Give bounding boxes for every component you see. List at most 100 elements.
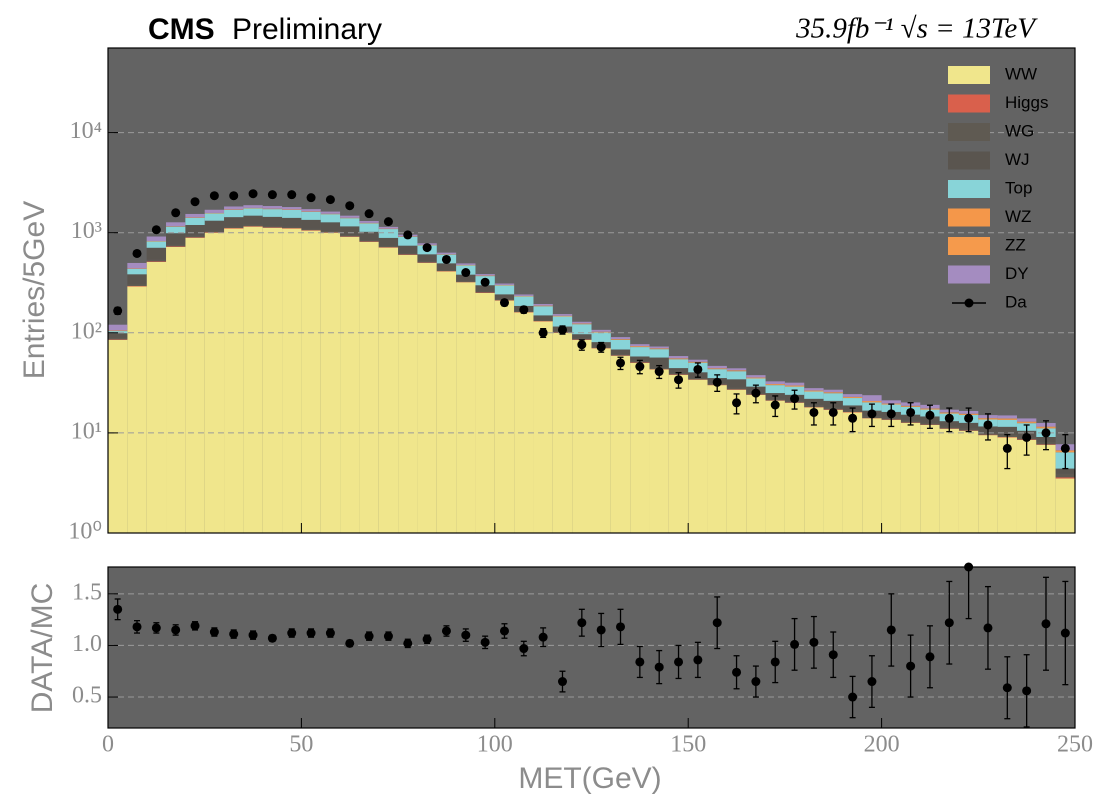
data-point xyxy=(654,367,664,377)
hist-segment xyxy=(1055,477,1075,479)
hist-segment xyxy=(668,358,689,360)
ratio-point xyxy=(751,677,761,687)
hist-segment xyxy=(204,209,225,213)
data-point xyxy=(635,362,645,372)
x-tick-label: 200 xyxy=(864,732,900,758)
ratio-point xyxy=(616,622,626,632)
status-label: Preliminary xyxy=(232,13,382,46)
legend-swatch xyxy=(948,151,990,170)
ratio-point xyxy=(364,631,374,641)
hist-segment xyxy=(746,377,766,379)
hist-segment xyxy=(224,228,244,533)
legend-swatch xyxy=(948,265,990,284)
hist-segment xyxy=(591,331,611,333)
hist-segment xyxy=(282,228,302,229)
hist-segment xyxy=(262,206,283,209)
data-point xyxy=(209,191,219,201)
hist-segment xyxy=(108,337,128,340)
hist-segment xyxy=(108,339,128,533)
hist-segment xyxy=(185,237,205,238)
hist-segment xyxy=(804,391,824,399)
data-point xyxy=(616,358,626,368)
x-tick-label: 0 xyxy=(102,732,114,758)
ratio-point xyxy=(248,630,258,640)
ratio-point xyxy=(577,618,587,628)
data-point xyxy=(983,420,993,430)
hist-segment xyxy=(166,222,186,227)
hist-segment xyxy=(533,321,553,533)
data-point xyxy=(364,209,374,219)
ratio-point xyxy=(770,657,780,667)
hist-segment xyxy=(185,224,205,236)
hist-segment xyxy=(301,230,321,533)
hist-segment xyxy=(707,365,727,369)
ratio-point xyxy=(906,661,916,671)
data-point xyxy=(519,305,529,315)
hist-segment xyxy=(456,274,476,281)
hist-segment xyxy=(204,213,225,221)
hist-segment xyxy=(842,397,863,399)
ratio-point xyxy=(635,657,645,667)
hist-segment xyxy=(688,359,708,362)
data-point xyxy=(287,190,297,200)
legend: WW Higgs WG WJ Top WZ ZZ DY Da xyxy=(948,64,1048,311)
y-tick-label: 0.5 xyxy=(72,683,102,709)
hist-segment xyxy=(765,385,785,394)
hist-segment xyxy=(514,296,534,306)
x-tick-label: 250 xyxy=(1057,732,1093,758)
hist-segment xyxy=(591,329,611,332)
hist-segment xyxy=(378,229,399,238)
ratio-point xyxy=(674,657,684,667)
hist-segment xyxy=(146,236,167,242)
hist-segment xyxy=(398,236,418,246)
hist-segment xyxy=(726,370,747,372)
hist-segment xyxy=(804,388,824,391)
hist-segment xyxy=(475,274,495,276)
hist-segment xyxy=(862,395,882,402)
hist-segment xyxy=(726,379,747,388)
hist-segment xyxy=(688,379,708,533)
hist-segment xyxy=(436,269,457,272)
hist-segment xyxy=(572,338,592,340)
data-point xyxy=(732,398,742,408)
hist-segment xyxy=(804,398,824,406)
hist-segment xyxy=(707,368,727,370)
hist-segment xyxy=(108,324,128,331)
data-point xyxy=(1022,432,1032,442)
ratio-point xyxy=(828,650,838,660)
hist-segment xyxy=(340,226,360,236)
hist-segment xyxy=(784,382,805,386)
hist-segment xyxy=(881,419,901,533)
hist-segment xyxy=(572,324,592,335)
hist-segment xyxy=(746,394,766,533)
ratio-point xyxy=(848,692,858,702)
data-point xyxy=(828,407,838,417)
hist-segment xyxy=(765,384,785,386)
lumi-label: 35.9fb⁻¹ √s = 13TeV xyxy=(795,13,1038,45)
ratio-point xyxy=(113,604,123,614)
hist-segment xyxy=(572,334,592,339)
hist-segment xyxy=(243,205,263,208)
hist-segment xyxy=(939,428,959,533)
hist-segment xyxy=(997,415,1017,419)
ratio-point xyxy=(383,631,393,641)
hist-segment xyxy=(842,394,863,397)
stack xyxy=(108,205,1075,534)
hist-segment xyxy=(456,282,476,533)
hist-segment xyxy=(649,348,669,350)
x-axis-label: MET(GeV) xyxy=(518,762,661,795)
data-points xyxy=(113,189,1070,470)
data-point xyxy=(577,340,587,350)
hist-segment xyxy=(436,263,457,270)
ratio-point xyxy=(964,562,974,572)
hist-segment xyxy=(823,392,843,394)
data-point xyxy=(751,388,761,398)
hist-segment xyxy=(862,418,882,533)
ratio-point xyxy=(209,627,219,637)
ratio-point xyxy=(345,638,355,648)
data-point xyxy=(151,225,161,235)
hist-segment xyxy=(726,389,747,533)
hist-segment xyxy=(1016,439,1037,533)
hist-segment xyxy=(610,354,631,356)
